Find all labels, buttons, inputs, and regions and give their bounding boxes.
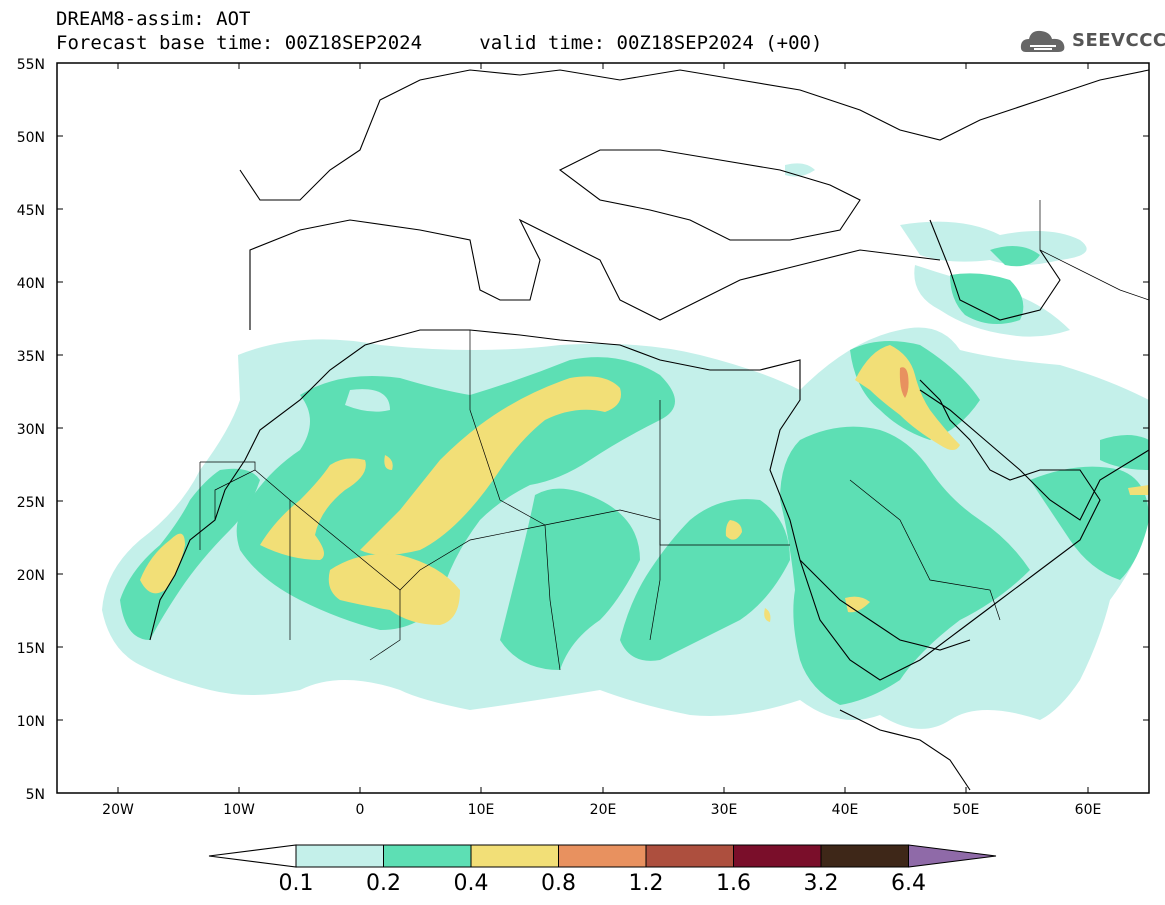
lon-label: 20W	[102, 802, 134, 818]
lat-label: 25N	[17, 495, 45, 511]
lon-label: 0	[356, 802, 365, 818]
lon-label: 30E	[711, 802, 738, 818]
lon-label: 50E	[953, 802, 980, 818]
colorbar-label: 1.6	[716, 871, 751, 896]
country-borders	[199, 200, 1149, 671]
forecast-times: Forecast base time: 00Z18SEP2024 valid t…	[56, 32, 822, 54]
map-title: DREAM8-assim: AOT	[56, 8, 251, 30]
colorbar-swatch	[558, 844, 647, 868]
colorbar-label: 0.2	[366, 871, 401, 896]
lat-label: 15N	[17, 641, 45, 657]
colorbar-labels: 0.1 0.2 0.4 0.8 1.2 1.6 3.2 6.4	[279, 871, 927, 896]
latitude-labels: 55N 50N 45N 40N 35N 30N 25N 20N 15N 10N …	[17, 57, 45, 803]
lat-label: 10N	[17, 714, 45, 730]
lon-label: 10E	[468, 802, 495, 818]
valid-time-label: valid time: 00Z18SEP2024 (+00)	[479, 32, 823, 54]
colorbar-swatch	[470, 844, 559, 868]
lon-label: 10W	[223, 802, 255, 818]
lon-label: 20E	[590, 802, 617, 818]
lat-label: 35N	[17, 349, 45, 365]
colorbar-label: 3.2	[804, 871, 839, 896]
base-time-label: Forecast base time: 00Z18SEP2024	[56, 32, 423, 54]
lat-label: 5N	[26, 787, 45, 803]
aot-level-0.4	[140, 345, 1149, 625]
longitude-labels: 20W 10W 0 10E 20E 30E 40E 50E 60E	[102, 802, 1101, 818]
colorbar-swatch	[820, 844, 909, 868]
aot-level-0.8	[899, 367, 909, 398]
lon-label: 60E	[1075, 802, 1102, 818]
lat-label: 45N	[17, 203, 45, 219]
lat-label: 20N	[17, 568, 45, 584]
lon-label: 40E	[832, 802, 859, 818]
lat-label: 55N	[17, 57, 45, 73]
colorbar-swatch	[645, 844, 734, 868]
cloud-icon	[1020, 30, 1065, 52]
colorbar-swatch	[383, 844, 472, 868]
colorbar-label: 0.8	[541, 871, 576, 896]
colorbar-under-arrow	[208, 844, 297, 868]
aot-field	[102, 163, 1149, 729]
colorbar-label: 0.4	[454, 871, 489, 896]
colorbar-label: 0.1	[279, 871, 314, 896]
colorbar-label: 1.2	[629, 871, 664, 896]
colorbar-over-arrow	[908, 844, 997, 868]
logo-text: SEEVCCC	[1072, 30, 1165, 51]
lat-label: 30N	[17, 422, 45, 438]
axis-ticks	[57, 63, 1149, 793]
coastlines	[149, 69, 1149, 791]
lat-label: 40N	[17, 276, 45, 292]
colorbar-swatch	[295, 844, 384, 868]
lat-label: 50N	[17, 130, 45, 146]
colorbar	[208, 844, 997, 868]
colorbar-swatch	[733, 844, 822, 868]
colorbar-label: 6.4	[891, 871, 926, 896]
